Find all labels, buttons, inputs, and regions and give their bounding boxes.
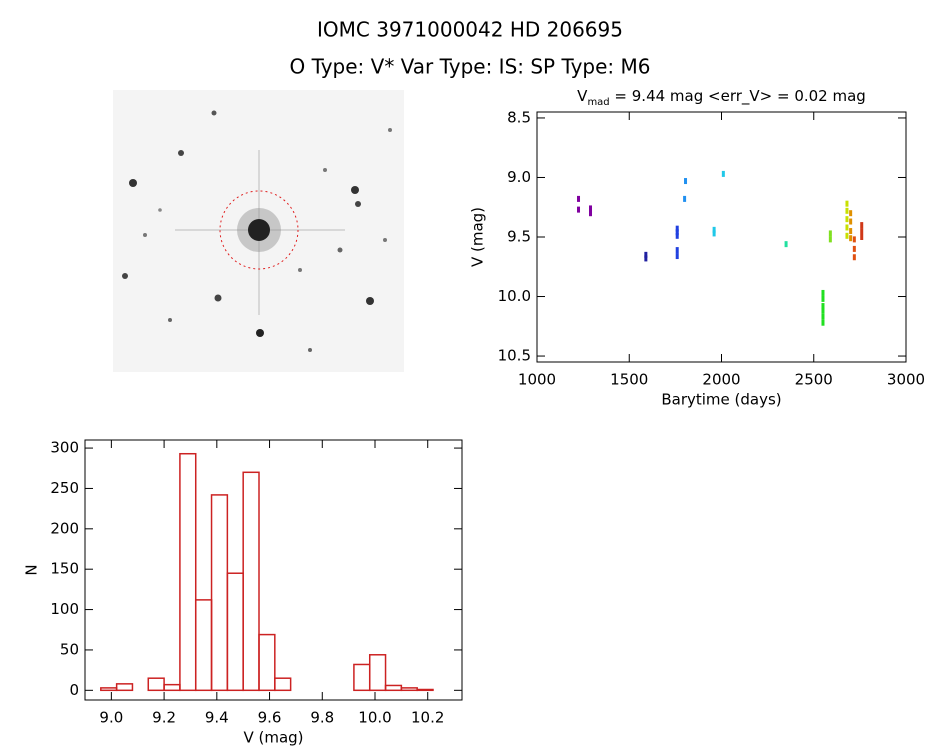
data-point [577, 195, 581, 202]
x-tick-label: 1000 [518, 371, 556, 389]
data-point [821, 295, 825, 302]
data-point [712, 230, 716, 237]
histogram-bar [384, 684, 403, 692]
data-point [721, 170, 725, 177]
histogram-bar [242, 471, 260, 692]
data-point [644, 255, 648, 262]
x-tick-label: 9.2 [152, 709, 176, 727]
x-tick-label: 10.2 [411, 709, 444, 727]
y-tick-label: 100 [50, 600, 79, 618]
x-tick-label: 9.4 [205, 709, 229, 727]
data-point [852, 254, 856, 261]
x-tick-label: 9.8 [310, 709, 334, 727]
histogram-bar [274, 677, 292, 692]
data-point [849, 235, 853, 242]
data-point [644, 251, 648, 258]
chart-title: Vmad = 9.44 mag <err_V> = 0.02 mag [577, 87, 866, 108]
data-point [675, 253, 679, 260]
y-tick-label: 9.5 [507, 228, 531, 246]
y-tick-label: 10.0 [498, 287, 531, 305]
data-point [712, 226, 716, 233]
data-point [675, 232, 679, 239]
data-point [821, 307, 825, 314]
histogram-bar [179, 452, 197, 692]
histogram-bar [258, 633, 276, 692]
data-point [821, 289, 825, 296]
y-axis-label: N [23, 564, 41, 575]
plot-frame [84, 439, 463, 701]
data-point [589, 205, 593, 212]
data-point [683, 195, 687, 202]
x-tick-label: 1500 [610, 371, 648, 389]
histogram-bar [226, 572, 244, 692]
data-point [860, 222, 864, 229]
data-point [849, 218, 853, 225]
star-image [113, 90, 404, 372]
data-point [845, 200, 849, 207]
data-point [684, 178, 688, 185]
histogram-bar [147, 677, 165, 692]
y-tick-label: 300 [50, 439, 79, 457]
data-point [849, 228, 853, 235]
x-tick-label: 10.0 [358, 709, 391, 727]
data-point [849, 210, 853, 217]
y-tick-label: 10.5 [498, 347, 531, 365]
x-axis-label: Barytime (days) [661, 391, 781, 409]
data-point [845, 207, 849, 214]
y-tick-label: 9.0 [507, 168, 531, 186]
data-point [845, 232, 849, 239]
x-tick-label: 9.0 [99, 709, 123, 727]
histogram-bar [353, 663, 371, 692]
y-tick-label: 8.5 [507, 108, 531, 126]
y-tick-label: 0 [69, 681, 79, 699]
data-point [828, 236, 832, 243]
x-tick-label: 3000 [887, 371, 925, 389]
x-tick-label: 9.6 [258, 709, 282, 727]
data-point [589, 210, 593, 217]
histogram-bar [194, 599, 213, 692]
data-point [821, 303, 825, 310]
data-point [860, 234, 864, 240]
histogram-bar [400, 687, 418, 692]
data-point [577, 206, 581, 213]
data-point [675, 247, 679, 254]
x-tick-label: 2000 [702, 371, 740, 389]
y-axis-label: V (mag) [469, 207, 487, 267]
data-point [845, 216, 849, 223]
y-tick-label: 200 [50, 519, 79, 537]
histogram-bar [100, 687, 118, 692]
data-point [675, 229, 679, 236]
histogram-bar [163, 683, 181, 692]
histogram-bar [416, 688, 434, 692]
title-part: mad [587, 97, 609, 108]
data-point [784, 241, 788, 248]
y-tick-label: 150 [50, 560, 79, 578]
data-point [852, 245, 856, 252]
page-subtitle: O Type: V* Var Type: IS: SP Type: M6 [290, 55, 651, 79]
data-point [845, 224, 849, 231]
data-point [860, 228, 864, 235]
x-tick-label: 2500 [795, 371, 833, 389]
histogram-bar [210, 494, 229, 692]
data-point [852, 236, 856, 243]
data-point [821, 319, 825, 326]
x-axis-label: V (mag) [243, 729, 303, 747]
histogram-bar [368, 654, 387, 692]
data-point [828, 230, 832, 237]
histogram-bar [115, 683, 134, 692]
data-point [675, 225, 679, 232]
data-point [821, 313, 825, 320]
title-part: V [577, 87, 588, 105]
page-title: IOMC 3971000042 HD 206695 [317, 18, 623, 42]
y-tick-label: 250 [50, 479, 79, 497]
title-part: = 9.44 mag <err_V> = 0.02 mag [610, 87, 866, 106]
y-tick-label: 50 [60, 640, 79, 658]
